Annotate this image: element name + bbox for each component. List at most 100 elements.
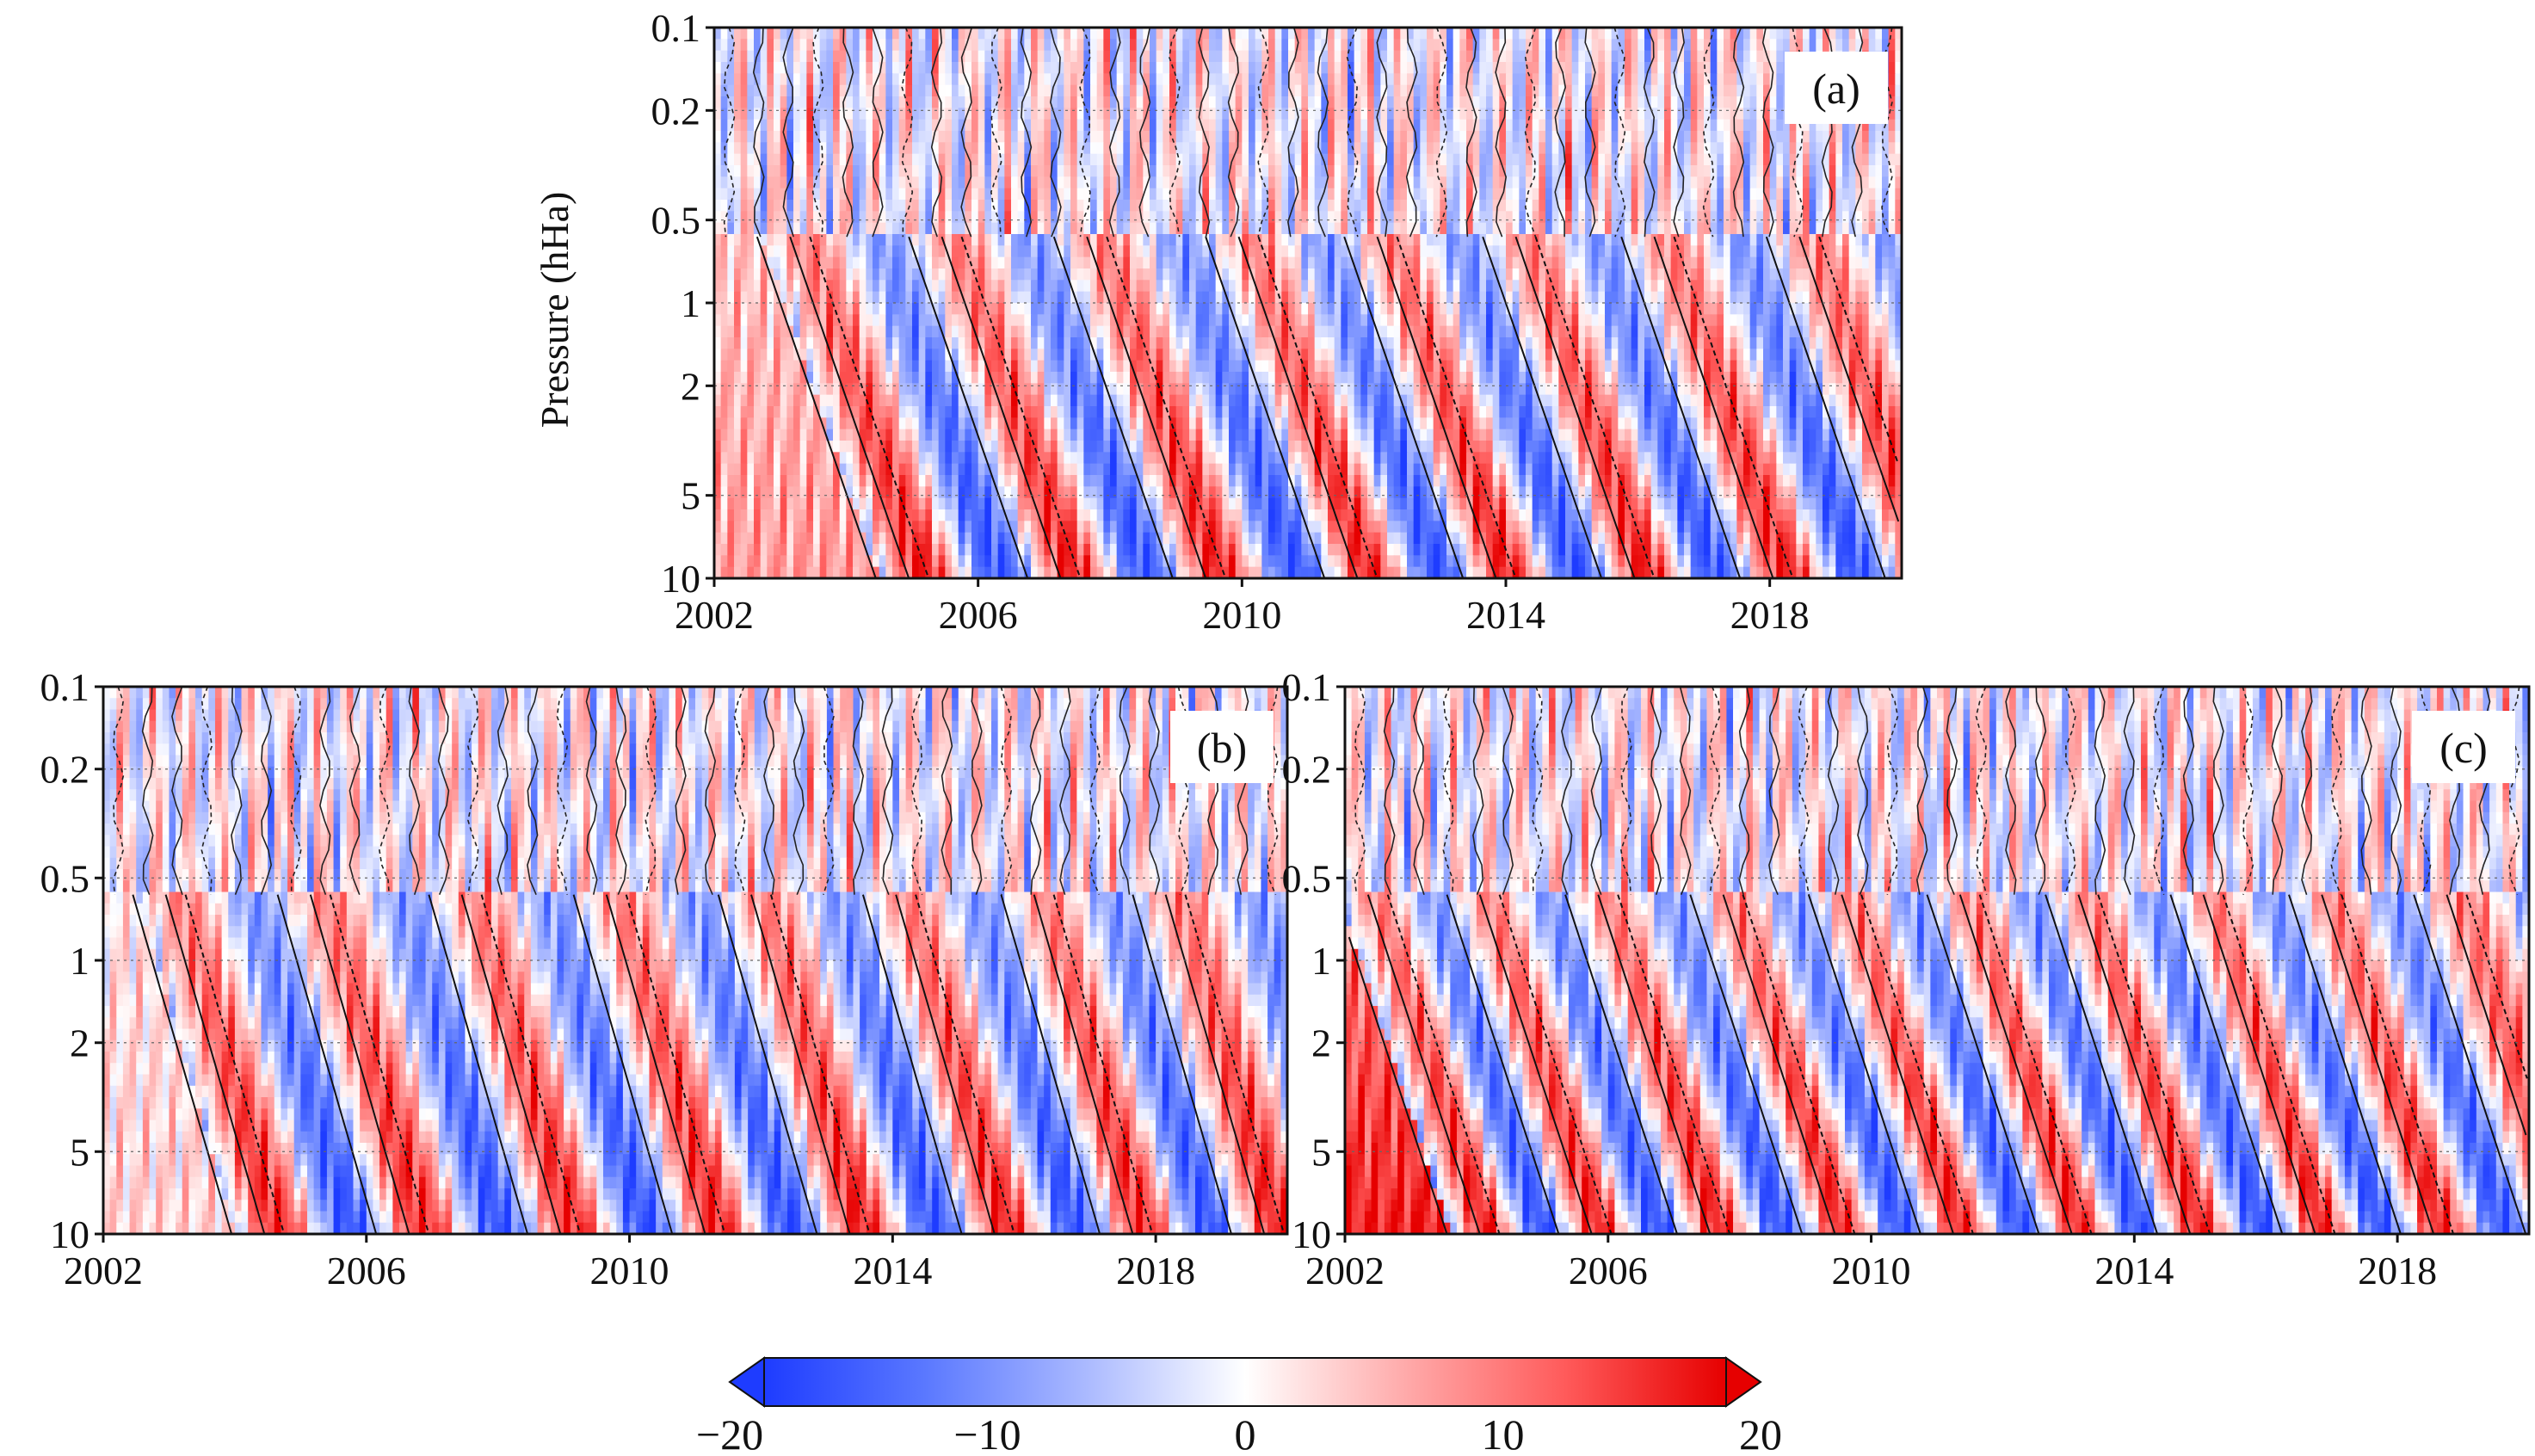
heat-cell	[1743, 120, 1750, 132]
heat-cell	[1222, 39, 1229, 51]
heat-cell	[1216, 28, 1223, 40]
heat-cell	[800, 131, 807, 143]
heat-cell	[1143, 62, 1150, 74]
heat-cell	[919, 51, 926, 63]
heat-cell	[741, 62, 748, 74]
heat-cell	[1743, 28, 1750, 40]
heat-cell	[1453, 96, 1460, 108]
heat-cell	[1044, 85, 1051, 97]
heat-cell	[747, 51, 754, 63]
heat-cell	[1137, 28, 1144, 40]
heat-cell	[1889, 120, 1896, 132]
heat-cell	[721, 120, 728, 132]
heat-cell	[1083, 85, 1090, 97]
heat-cell	[1420, 120, 1427, 132]
heat-cell	[1684, 120, 1691, 132]
heat-cell	[1420, 62, 1427, 74]
heat-cell	[1625, 39, 1631, 51]
heat-cell	[1585, 131, 1592, 143]
heat-cell	[1578, 131, 1585, 143]
heat-cell	[1011, 28, 1018, 40]
heat-cell	[1697, 85, 1704, 97]
heat-cell	[1479, 62, 1486, 74]
heat-cell	[1717, 39, 1724, 51]
heat-cell	[1414, 85, 1421, 97]
heat-cell	[1598, 62, 1605, 74]
heat-cell	[747, 73, 754, 85]
heat-cell	[1558, 120, 1565, 132]
heat-cell	[826, 85, 833, 97]
heat-cell	[1459, 73, 1466, 85]
heat-cell	[833, 96, 840, 108]
heat-cell	[1348, 131, 1354, 143]
heat-cell	[899, 73, 906, 85]
heat-cell	[747, 131, 754, 143]
heat-cell	[1222, 51, 1229, 63]
heat-cell	[1394, 73, 1401, 85]
heat-cell	[1064, 39, 1070, 51]
heat-cell	[826, 96, 833, 108]
heat-cell	[1724, 62, 1730, 74]
heat-cell	[1209, 62, 1216, 74]
heat-cell	[1736, 120, 1743, 132]
heat-cell	[965, 62, 971, 74]
heat-cell	[1565, 51, 1572, 63]
heat-cell	[1618, 131, 1625, 143]
heat-cell	[1506, 28, 1513, 40]
heat-cell	[1354, 108, 1361, 120]
heat-cell	[1189, 51, 1196, 63]
heat-cell	[1268, 108, 1275, 120]
heat-cell	[1090, 131, 1097, 143]
heat-cell	[1255, 120, 1262, 132]
heat-cell	[1776, 96, 1783, 108]
heat-cell	[1169, 85, 1176, 97]
heat-cell	[853, 108, 860, 120]
heat-cell	[1348, 28, 1354, 40]
heat-cell	[1249, 85, 1255, 97]
heat-cell	[1011, 96, 1018, 108]
heat-cell	[1216, 96, 1223, 108]
heat-cell	[1097, 28, 1104, 40]
heat-cell	[774, 96, 780, 108]
heat-cell	[1638, 73, 1644, 85]
heat-cell	[1209, 39, 1216, 51]
heat-cell	[1110, 39, 1117, 51]
heat-cell	[1657, 62, 1664, 74]
heat-cell	[932, 108, 939, 120]
heat-cell	[1889, 108, 1896, 120]
heat-cell	[1400, 73, 1407, 85]
heat-cell	[1427, 120, 1434, 132]
heat-cell	[1189, 131, 1196, 143]
heat-cell	[1533, 120, 1539, 132]
heat-cell	[1526, 96, 1533, 108]
heat-cell	[826, 73, 833, 85]
heat-cell	[1750, 28, 1757, 40]
heat-cell	[1717, 120, 1724, 132]
heat-cell	[1295, 85, 1302, 97]
heat-cell	[1724, 108, 1730, 120]
heat-cell	[1578, 28, 1585, 40]
heat-cell	[1882, 28, 1889, 40]
heat-cell	[912, 108, 919, 120]
heat-cell	[1236, 28, 1243, 40]
heat-cell	[1176, 108, 1183, 120]
heat-cell	[1446, 120, 1453, 132]
heat-cell	[1038, 120, 1045, 132]
heat-cell	[1249, 131, 1255, 143]
heat-cell	[1618, 85, 1625, 97]
heat-cell	[1196, 131, 1203, 143]
heat-cell	[1058, 28, 1064, 40]
heat-cell	[1004, 62, 1011, 74]
heat-cell	[1275, 51, 1282, 63]
heat-cell	[971, 73, 978, 85]
heat-cell	[965, 120, 971, 132]
heat-cell	[826, 51, 833, 63]
heat-cell	[1486, 108, 1493, 120]
heat-cell	[1756, 85, 1763, 97]
heat-cell	[1143, 131, 1150, 143]
heat-cell	[984, 39, 991, 51]
heat-cell	[1875, 39, 1882, 51]
heat-cell	[1156, 62, 1163, 74]
heat-cell	[1572, 73, 1579, 85]
heat-cell	[892, 51, 899, 63]
